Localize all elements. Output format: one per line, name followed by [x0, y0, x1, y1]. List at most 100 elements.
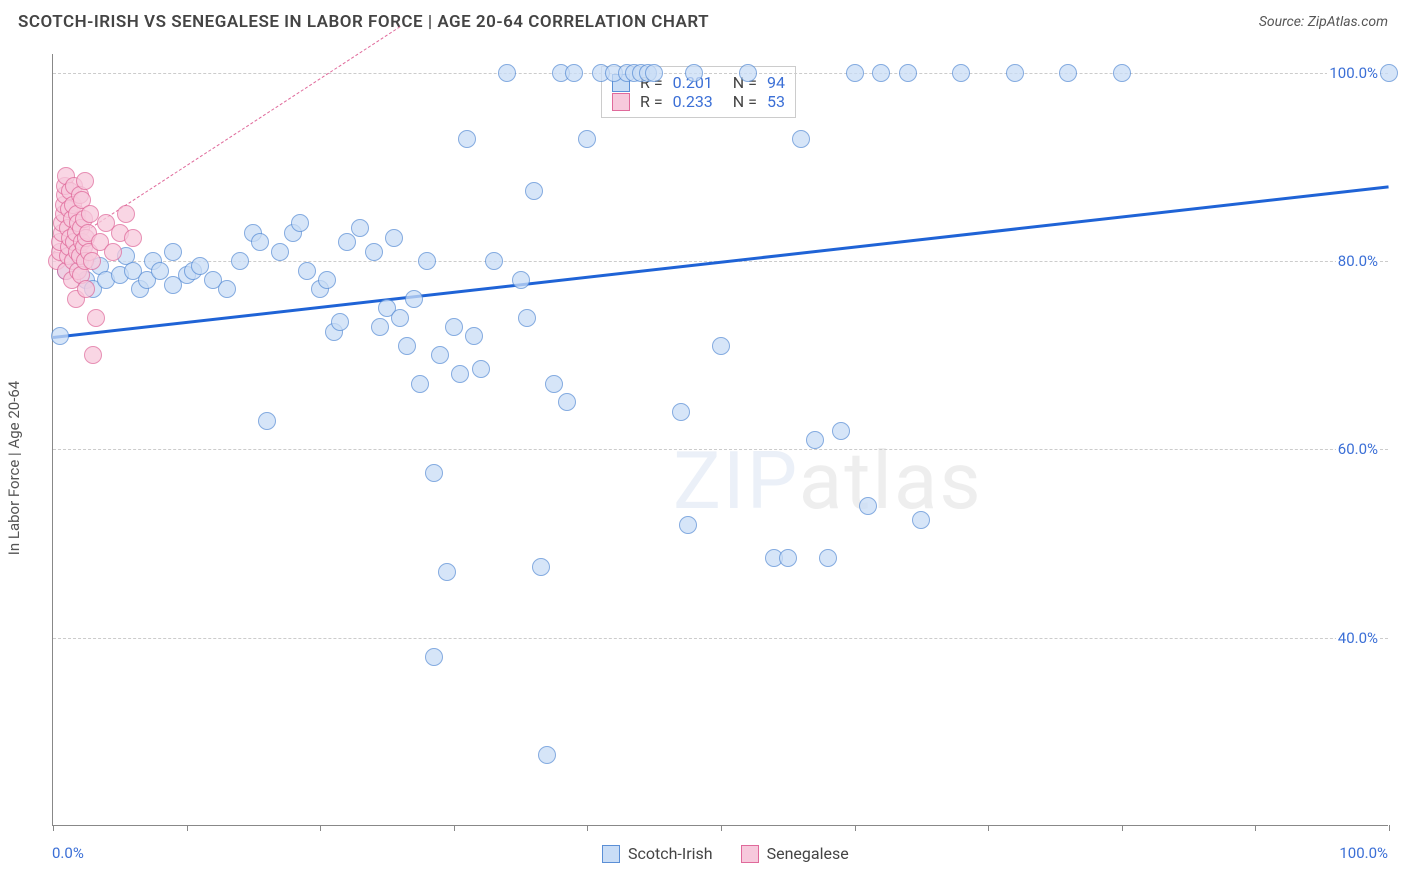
- data-point: [792, 130, 810, 148]
- data-point: [104, 243, 122, 261]
- data-point: [124, 229, 142, 247]
- watermark-text-a: ZIP: [673, 434, 799, 528]
- data-point: [76, 172, 94, 190]
- data-point: [1380, 64, 1398, 82]
- data-point: [712, 337, 730, 355]
- data-point: [365, 243, 383, 261]
- legend-item: Senegalese: [741, 844, 849, 863]
- data-point: [779, 549, 797, 567]
- y-tick-label: 100.0%: [1327, 64, 1380, 82]
- x-axis-max-label: 100.0%: [1339, 844, 1388, 862]
- data-point: [1059, 64, 1077, 82]
- data-point: [385, 229, 403, 247]
- y-tick-label: 40.0%: [1336, 629, 1380, 647]
- data-point: [298, 262, 316, 280]
- data-point: [558, 393, 576, 411]
- data-point: [391, 309, 409, 327]
- r-value: 0.233: [673, 92, 713, 111]
- data-point: [318, 271, 336, 289]
- legend-row: R = 0.233 N = 53: [612, 92, 785, 111]
- gridline: [53, 73, 1388, 74]
- legend-item: Scotch-Irish: [602, 844, 713, 863]
- data-point: [117, 205, 135, 223]
- data-point: [472, 360, 490, 378]
- x-tick: [1389, 825, 1390, 831]
- n-value: 53: [767, 92, 785, 111]
- watermark: ZIPatlas: [673, 434, 983, 528]
- gridline: [53, 638, 1388, 639]
- data-point: [331, 313, 349, 331]
- legend-label: Scotch-Irish: [628, 844, 713, 863]
- data-point: [83, 252, 101, 270]
- data-point: [685, 64, 703, 82]
- data-point: [465, 327, 483, 345]
- data-point: [545, 375, 563, 393]
- data-point: [1006, 64, 1024, 82]
- x-tick: [320, 825, 321, 831]
- x-tick: [721, 825, 722, 831]
- data-point: [512, 271, 530, 289]
- data-point: [291, 214, 309, 232]
- y-axis-label: In Labor Force | Age 20-64: [5, 381, 23, 555]
- data-point: [418, 252, 436, 270]
- x-tick: [587, 825, 588, 831]
- series-legend: Scotch-Irish Senegalese: [602, 844, 849, 863]
- x-tick: [454, 825, 455, 831]
- data-point: [899, 64, 917, 82]
- data-point: [578, 130, 596, 148]
- x-axis-min-label: 0.0%: [52, 844, 84, 862]
- data-point: [565, 64, 583, 82]
- source-attribution: Source: ZipAtlas.com: [1259, 14, 1388, 30]
- data-point: [645, 64, 663, 82]
- data-point: [425, 464, 443, 482]
- legend-swatch: [612, 93, 630, 111]
- n-value: 94: [767, 73, 785, 92]
- data-point: [411, 375, 429, 393]
- y-tick-label: 80.0%: [1336, 252, 1380, 270]
- x-tick: [187, 825, 188, 831]
- x-tick: [1255, 825, 1256, 831]
- plot-area: ZIPatlas R = 0.201N = 94R = 0.233N = 53 …: [52, 54, 1388, 826]
- trendline-scotch-irish: [53, 186, 1389, 340]
- n-label: N =: [733, 92, 757, 111]
- data-point: [872, 64, 890, 82]
- x-tick: [53, 825, 54, 831]
- data-point: [77, 280, 95, 298]
- data-point: [218, 280, 236, 298]
- watermark-text-b: atlas: [799, 434, 983, 528]
- data-point: [191, 257, 209, 275]
- data-point: [231, 252, 249, 270]
- data-point: [425, 648, 443, 666]
- data-point: [806, 431, 824, 449]
- data-point: [431, 346, 449, 364]
- y-tick-label: 60.0%: [1336, 440, 1380, 458]
- r-label: R =: [640, 92, 663, 111]
- data-point: [846, 64, 864, 82]
- legend-swatch: [602, 845, 620, 863]
- data-point: [398, 337, 416, 355]
- data-point: [451, 365, 469, 383]
- data-point: [371, 318, 389, 336]
- data-point: [859, 497, 877, 515]
- data-point: [458, 130, 476, 148]
- data-point: [251, 233, 269, 251]
- data-point: [739, 64, 757, 82]
- x-tick: [855, 825, 856, 831]
- data-point: [498, 64, 516, 82]
- data-point: [672, 403, 690, 421]
- data-point: [405, 290, 423, 308]
- data-point: [84, 346, 102, 364]
- data-point: [258, 412, 276, 430]
- data-point: [525, 182, 543, 200]
- data-point: [952, 64, 970, 82]
- x-tick: [988, 825, 989, 831]
- legend-label: Senegalese: [767, 844, 849, 863]
- data-point: [532, 558, 550, 576]
- data-point: [151, 262, 169, 280]
- data-point: [438, 563, 456, 581]
- data-point: [338, 233, 356, 251]
- data-point: [912, 511, 930, 529]
- data-point: [1113, 64, 1131, 82]
- data-point: [538, 746, 556, 764]
- x-tick: [1122, 825, 1123, 831]
